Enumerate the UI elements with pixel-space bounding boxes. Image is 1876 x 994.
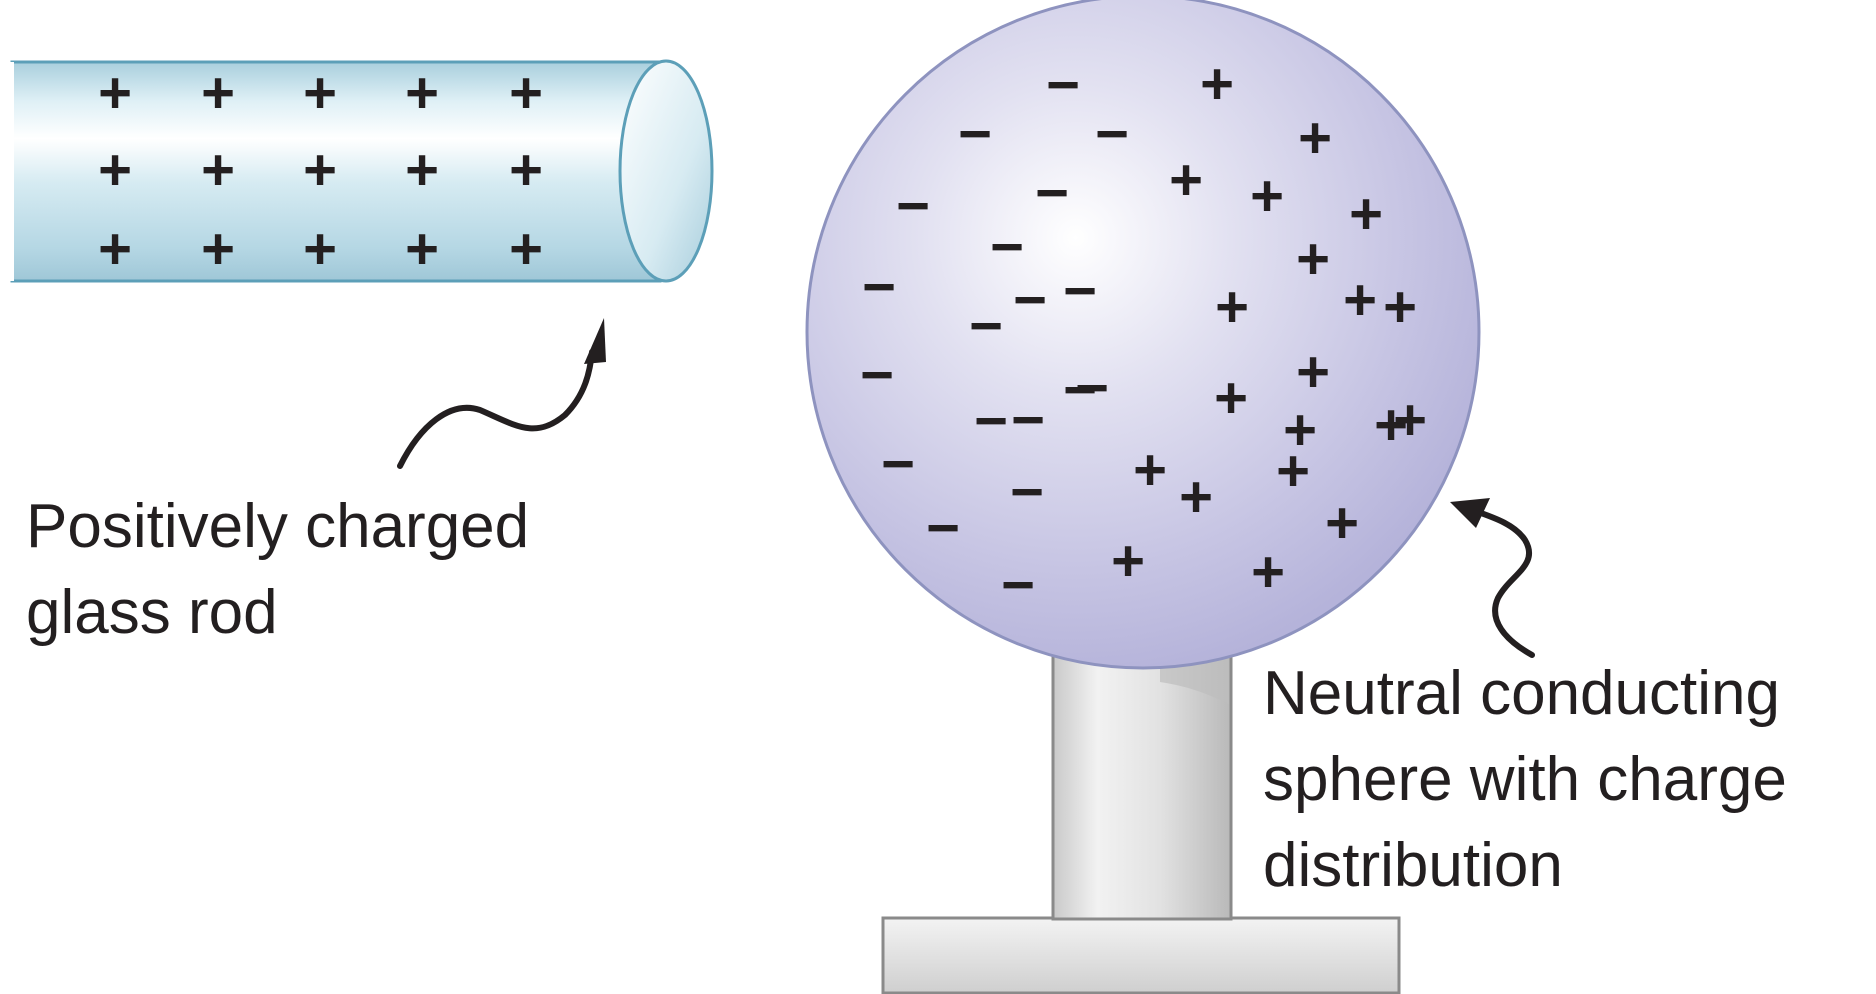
positive-charge: + bbox=[1276, 439, 1310, 504]
positive-charge: + bbox=[1169, 148, 1203, 213]
negative-charge: − bbox=[1075, 356, 1109, 421]
sphere-caption-line-2: sphere with charge bbox=[1263, 745, 1787, 814]
positive-charge: + bbox=[201, 217, 235, 282]
positive-charge: + bbox=[405, 61, 439, 126]
rod-caption-line-1: Positively charged bbox=[26, 492, 530, 561]
rod-end-cap bbox=[618, 59, 714, 283]
sphere-caption-line-3: distribution bbox=[1263, 831, 1563, 900]
negative-charge: − bbox=[958, 102, 992, 167]
sphere-negative-charges: −− −−−−− −−− −−− −−−−−− bbox=[860, 53, 1129, 618]
negative-charge: − bbox=[1063, 259, 1097, 324]
negative-charge: − bbox=[1011, 388, 1045, 453]
positive-charge: + bbox=[303, 217, 337, 282]
negative-charge: − bbox=[1010, 460, 1044, 525]
positive-charge: + bbox=[1179, 465, 1213, 530]
positive-charge: + bbox=[1250, 164, 1284, 229]
positive-charge: + bbox=[405, 217, 439, 282]
sphere-positive-charges: +++ + +++ +++ +++ ++ +++++ bbox=[1111, 52, 1427, 605]
positive-charge: + bbox=[1283, 398, 1317, 463]
curved-arrow-icon bbox=[1475, 509, 1535, 658]
positive-charge: + bbox=[1214, 366, 1248, 431]
positive-charge: + bbox=[1374, 393, 1408, 458]
positive-charge: + bbox=[303, 138, 337, 203]
sphere-caption: Neutral conducting sphere with charge di… bbox=[1263, 651, 1787, 909]
positive-charge: + bbox=[1325, 491, 1359, 556]
positive-charge: + bbox=[1349, 182, 1383, 247]
positive-charge: + bbox=[201, 138, 235, 203]
positive-charge: + bbox=[1251, 540, 1285, 605]
positive-charge: + bbox=[1383, 275, 1417, 340]
positive-charge: + bbox=[1298, 106, 1332, 171]
rod-caption: Positively charged glass rod bbox=[26, 484, 529, 656]
positive-charge: + bbox=[1343, 268, 1377, 333]
rod-charges: + + + + + + + + + + + + + + + bbox=[98, 61, 543, 282]
positive-charge: + bbox=[1215, 275, 1249, 340]
positive-charge: + bbox=[1200, 52, 1234, 117]
positive-charge: + bbox=[1133, 438, 1167, 503]
stand-base bbox=[881, 916, 1401, 994]
negative-charge: − bbox=[881, 432, 915, 497]
negative-charge: − bbox=[1063, 358, 1097, 423]
negative-charge: − bbox=[1046, 53, 1080, 118]
negative-charge: − bbox=[990, 215, 1024, 280]
negative-charge: − bbox=[974, 389, 1008, 454]
negative-charge: − bbox=[896, 174, 930, 239]
sphere-pointer bbox=[1450, 498, 1535, 658]
positive-charge: + bbox=[1393, 388, 1427, 453]
positive-charge: + bbox=[98, 217, 132, 282]
rod-caption-line-2: glass rod bbox=[26, 578, 278, 647]
positive-charge: + bbox=[1111, 529, 1145, 594]
insulating-stand bbox=[881, 641, 1401, 994]
positive-charge: + bbox=[1296, 227, 1330, 292]
positive-charge: + bbox=[509, 138, 543, 203]
positive-charge: + bbox=[303, 61, 337, 126]
rod-pointer bbox=[397, 318, 606, 469]
negative-charge: − bbox=[862, 255, 896, 320]
positive-charge: + bbox=[509, 61, 543, 126]
negative-charge: − bbox=[1095, 102, 1129, 167]
positive-charge: + bbox=[98, 138, 132, 203]
negative-charge: − bbox=[1013, 268, 1047, 333]
negative-charge: − bbox=[1035, 161, 1069, 226]
sphere-body bbox=[805, 0, 1481, 670]
positive-charge: + bbox=[201, 61, 235, 126]
negative-charge: − bbox=[926, 496, 960, 561]
arrowhead-icon bbox=[584, 318, 606, 364]
positive-charge: + bbox=[1296, 340, 1330, 405]
positive-charge: + bbox=[405, 138, 439, 203]
arrowhead-icon bbox=[1450, 498, 1490, 528]
glass-rod: + + + + + + + + + + + + + + + bbox=[10, 59, 714, 283]
negative-charge: − bbox=[1001, 553, 1035, 618]
conducting-sphere: −− −−−−− −−− −−− −−−−−− +++ + +++ +++ +++ ++ +++++ bbox=[805, 0, 1481, 670]
negative-charge: − bbox=[860, 343, 894, 408]
positive-charge: + bbox=[98, 61, 132, 126]
positive-charge: + bbox=[509, 217, 543, 282]
sphere-caption-line-1: Neutral conducting bbox=[1263, 659, 1780, 728]
negative-charge: − bbox=[969, 294, 1003, 359]
curved-arrow-icon bbox=[397, 349, 595, 469]
